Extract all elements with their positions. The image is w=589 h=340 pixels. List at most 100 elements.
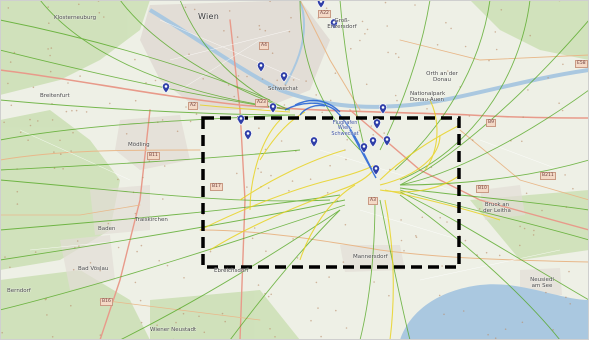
terrain-dot (334, 72, 337, 74)
terrain-dot (478, 208, 481, 210)
terrain-dot (400, 239, 403, 242)
terrain-dot (471, 139, 474, 141)
terrain-dot (519, 244, 521, 247)
map-pin-icon[interactable] (383, 135, 391, 147)
terrain-dot (533, 229, 535, 232)
terrain-dot (246, 186, 248, 188)
terrain-dot (27, 139, 29, 141)
map-pin-icon[interactable] (269, 102, 277, 114)
terrain-dot (446, 221, 448, 223)
map-pin-center-icon (362, 145, 366, 148)
terrain-dot (117, 178, 119, 181)
terrain-dot (522, 116, 524, 118)
terrain-dot (29, 118, 31, 121)
terrain-dot (3, 121, 5, 124)
terrain-dot (145, 82, 147, 84)
terrain-dot (163, 165, 166, 167)
terrain-dot (227, 84, 230, 86)
terrain-dot (193, 8, 196, 11)
terrain-dot (257, 284, 260, 286)
terrain-dot (384, 1, 387, 4)
map-pin-icon[interactable] (317, 0, 325, 9)
map-pin-icon[interactable] (257, 61, 265, 73)
terrain-dot (78, 3, 80, 6)
map-pin-center-icon (259, 64, 263, 67)
terrain-dot (257, 167, 259, 170)
map-pin-icon[interactable] (373, 118, 381, 130)
terrain-dot (345, 158, 347, 161)
terrain-dot (439, 216, 442, 219)
terrain-dot (403, 249, 405, 252)
terrain-dot (72, 268, 75, 271)
map-pin-icon[interactable] (237, 114, 245, 126)
map-pin-icon[interactable] (379, 103, 387, 115)
terrain-dot (16, 203, 19, 205)
terrain-dot (315, 94, 318, 96)
terrain-dot (396, 99, 398, 102)
terrain-dot (70, 304, 72, 307)
terrain-dot (464, 45, 467, 48)
terrain-dot (99, 269, 101, 272)
map-pin-icon[interactable] (280, 71, 288, 83)
map-pin-icon[interactable] (162, 82, 170, 94)
terrain-dot (565, 296, 567, 299)
map-pin-center-icon (375, 121, 379, 124)
terrain-dot (189, 120, 192, 123)
terrain-dot (103, 16, 105, 18)
terrain-dot (9, 61, 12, 63)
terrain-dot (525, 192, 528, 195)
terrain-dot (383, 132, 386, 134)
terrain-dot (527, 89, 529, 91)
terrain-dot (521, 140, 523, 143)
terrain-dot (51, 336, 54, 338)
terrain-dot (421, 216, 424, 219)
terrain-dot (305, 80, 307, 82)
map-pin-center-icon (164, 85, 168, 88)
terrain-dot (345, 327, 348, 329)
terrain-dot (16, 190, 19, 193)
terrain-dot (224, 320, 226, 323)
map-pin-icon[interactable] (369, 136, 377, 148)
terrain-dot (529, 34, 531, 37)
terrain-dot (195, 113, 198, 115)
terrain-dot (261, 78, 264, 80)
terrain-dot (7, 7, 10, 9)
terrain-dot (485, 251, 488, 254)
terrain-dot (37, 120, 39, 122)
terrain-dot (320, 335, 322, 338)
terrain-dot (365, 83, 368, 86)
terrain-dot (7, 82, 9, 85)
terrain-dot (1, 331, 3, 334)
terrain-dot (558, 102, 560, 104)
terrain-dot (258, 127, 260, 129)
terrain-dot (541, 209, 543, 212)
map-pin-icon[interactable] (330, 18, 338, 30)
map-pin-icon[interactable] (372, 164, 380, 176)
terrain-dot (280, 140, 283, 142)
terrain-dot (158, 259, 160, 262)
terrain-dot (89, 262, 92, 264)
terrain-dot (291, 180, 294, 182)
terrain-dot (19, 131, 22, 134)
terrain-dot (274, 336, 276, 338)
map-pin-icon[interactable] (244, 129, 252, 141)
map-pin-icon[interactable] (360, 142, 368, 154)
terrain-dot (182, 312, 185, 315)
terrain-dot (251, 237, 254, 240)
flight-tracks-yellow (199, 99, 501, 340)
terrain-dot (109, 102, 111, 105)
terrain-dot (495, 48, 498, 51)
terrain-dot (388, 294, 390, 297)
terrain-dot (267, 187, 270, 189)
terrain-dot (414, 4, 416, 6)
terrain-dot (48, 22, 50, 25)
terrain-dot (395, 52, 397, 55)
terrain-dot (447, 70, 449, 72)
terrain-dot (78, 245, 80, 247)
terrain-dot (10, 104, 13, 107)
terrain-dot (233, 95, 235, 98)
terrain-dot (76, 240, 79, 242)
map-pin-icon[interactable] (310, 136, 318, 148)
